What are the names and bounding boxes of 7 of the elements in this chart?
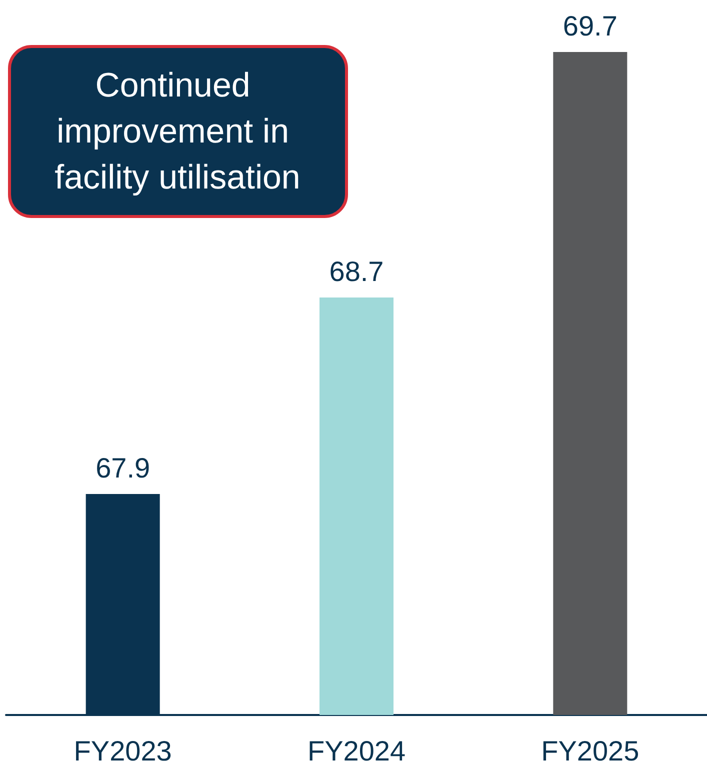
x-tick-label: FY2023 [74, 736, 172, 766]
data-label: 68.7 [329, 256, 384, 288]
data-label: 69.7 [562, 10, 618, 42]
data-label: 67.9 [96, 452, 150, 484]
x-tick-label: FY2024 [307, 736, 406, 766]
annotation: Continued improvement in facility utilisation [54, 66, 300, 196]
x-tick-label: FY2025 [541, 736, 640, 766]
